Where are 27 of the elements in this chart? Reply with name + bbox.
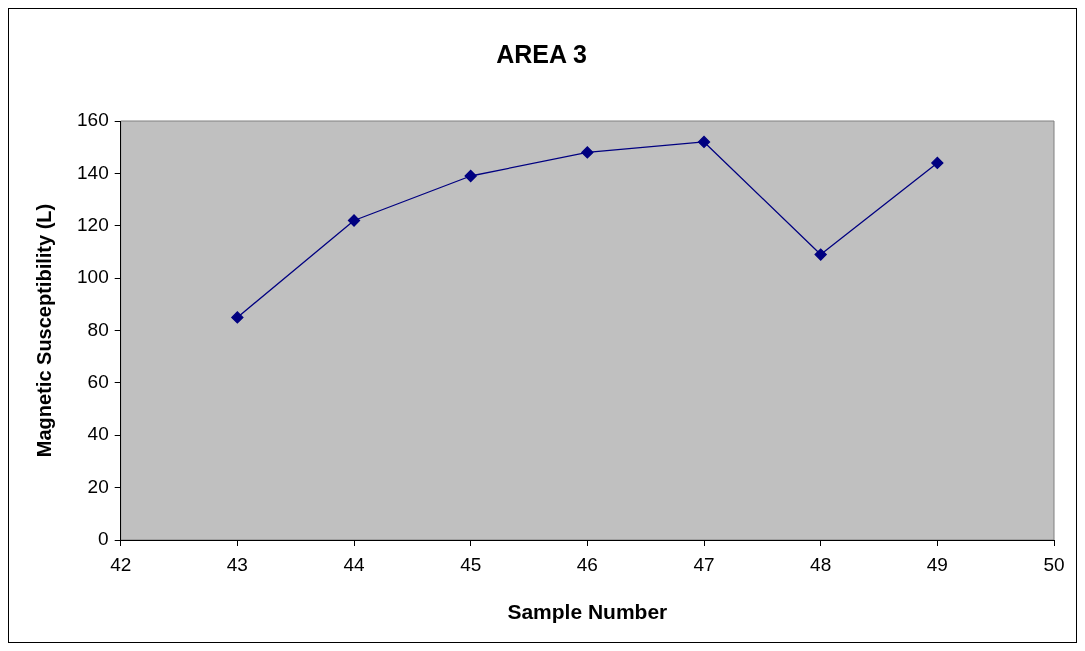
x-tick-label: 50 [1043, 553, 1065, 575]
y-tick-label: 100 [77, 266, 109, 288]
y-tick-label: 120 [77, 213, 109, 235]
x-tick-label: 47 [693, 553, 715, 575]
x-tick-label: 46 [576, 553, 598, 575]
chart-title: AREA 3 [496, 39, 587, 68]
point [814, 248, 827, 261]
point [464, 169, 477, 183]
x-tick-label: 49 [926, 553, 948, 575]
point [697, 135, 711, 149]
x-axis-title: Sample Number [507, 600, 668, 624]
y-tick-label: 40 [87, 423, 109, 445]
y-tick-label: 160 [77, 109, 109, 131]
y-tick-label: 0 [98, 528, 109, 550]
point [931, 156, 944, 170]
y-tick-label: 20 [87, 475, 109, 497]
y-tick-label: 60 [87, 371, 109, 393]
point [581, 146, 594, 159]
y-tick-label: 80 [87, 318, 109, 340]
x-tick-label: 44 [343, 553, 366, 575]
y-tick-label: 140 [77, 161, 109, 183]
x-tick-label: 42 [110, 553, 132, 575]
x-tick-label: 45 [460, 553, 482, 575]
point [231, 311, 244, 324]
y-axis-title: Magnetic Susceptibility (L) [32, 203, 55, 458]
x-tick-label: 48 [810, 553, 832, 575]
x-tick-label: 43 [226, 553, 248, 575]
